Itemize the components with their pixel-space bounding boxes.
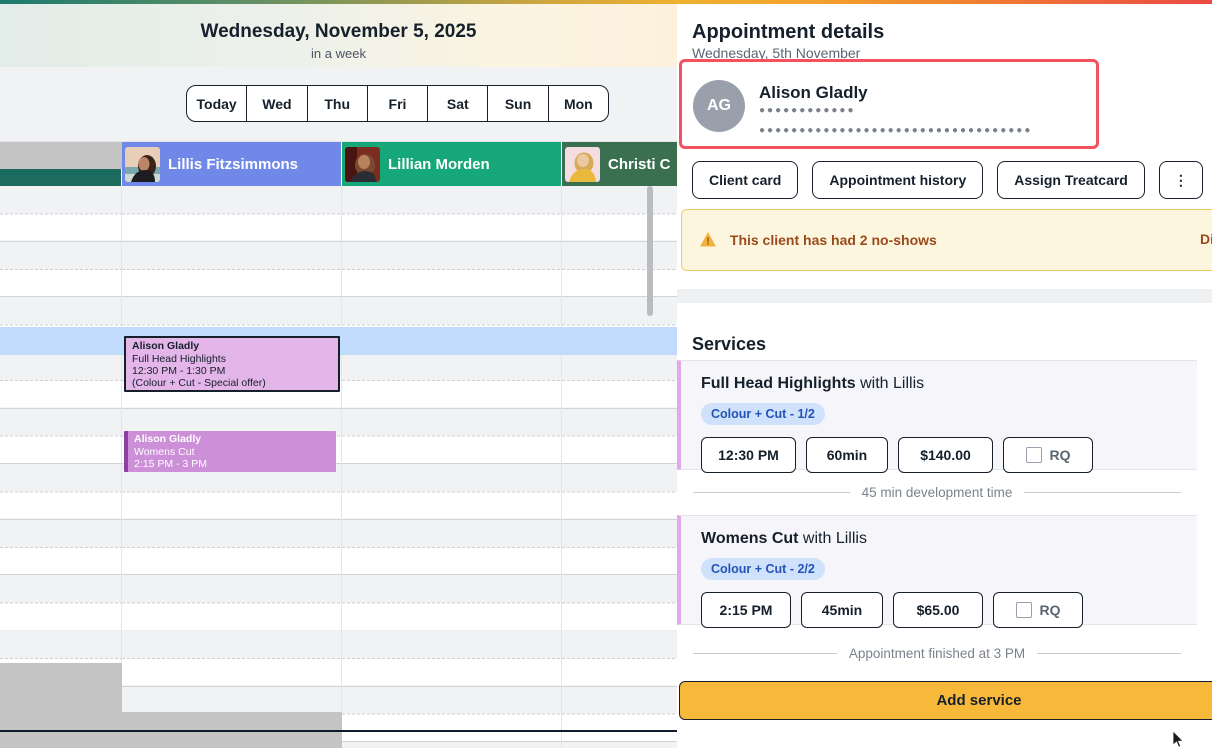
svg-text:!: !	[706, 237, 709, 248]
